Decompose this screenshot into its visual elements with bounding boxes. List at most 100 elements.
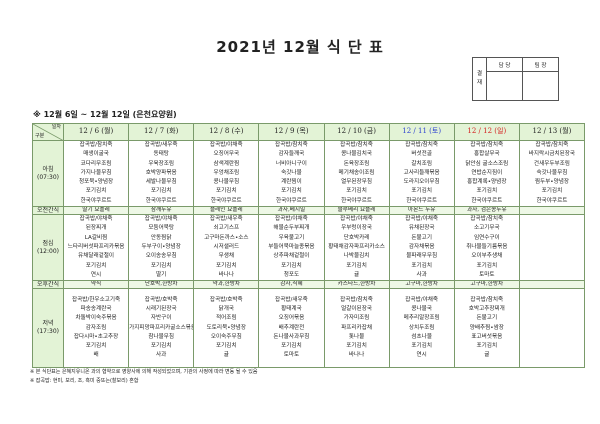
menu-item: 돈육장조림 <box>343 160 370 167</box>
menu-item: 잡곡밥/참치죽 <box>470 296 504 303</box>
menu-item: 무생채 <box>218 253 235 260</box>
menu-item: 물파래무무침 <box>406 253 438 260</box>
am_snack-label: 오전간식 <box>32 206 64 216</box>
menu-item: 잡곡밥/야채죽 <box>79 216 113 223</box>
menu-item: 나박물김치 <box>343 253 370 260</box>
menu-item: 고사리들깨볶음 <box>403 169 440 176</box>
menu-item: 쇠고기스프 <box>213 225 240 232</box>
date-header: 12 / 12 (일) <box>453 123 520 141</box>
breakfast-cell: 잡곡밥/참치죽 매생이굴국 코다리무조림 가지나물무침 청포묵•양념장 포기김치 한국야쿠르… <box>62 139 130 208</box>
menu-item: 포기김치 <box>85 262 107 269</box>
menu-item: 한국야쿠르트 <box>210 197 242 204</box>
corner-cell: 일자 구분 <box>32 123 64 141</box>
approval-box: 결 재 담 당 팀 장 <box>472 57 559 101</box>
menu-item: 돈불고기 <box>411 234 432 241</box>
menu-item: 차돌박이숙주볶음 <box>75 315 117 322</box>
approval-sign-teamlead[interactable] <box>522 71 559 101</box>
approval-col-teamlead: 팀 장 <box>522 57 559 72</box>
menu-item: 황태계국 <box>281 305 302 312</box>
lunch-cell <box>518 214 586 282</box>
menu-item: 오이송송무침 <box>145 253 177 260</box>
menu-item: 포기김치 <box>346 262 367 269</box>
menu-item: 가지나물무침 <box>80 169 112 176</box>
menu-item: 콩나물무침 <box>213 179 240 186</box>
menu-item: 상치두조림 <box>408 324 435 331</box>
pm_snack-cell <box>518 280 586 290</box>
menu-item: 배 <box>93 352 99 359</box>
menu-item: 연밥순지짐이 <box>471 169 503 176</box>
menu-item: 연시 <box>416 352 427 359</box>
date-header: 12 / 6 (월) <box>62 123 130 141</box>
menu-item: 적어조림 <box>216 315 237 322</box>
menu-item: 안동찜닭 <box>150 234 172 241</box>
menu-item: 콩나물김치국 <box>341 151 372 158</box>
diagonal-divider <box>33 124 63 140</box>
menu-item: 한국야쿠르트 <box>471 197 503 204</box>
menu-item: 메추리알장조림 <box>403 315 440 322</box>
menu-item: 포기김치 <box>216 188 237 195</box>
menu-item: 숙갓나물무침 <box>536 169 568 176</box>
dinner-cell: 잡곡밥/호박죽 시래기된장국 자반구이 가지피망파프리카굴소스볶음 참나물무침 포기김치 사… <box>128 288 195 369</box>
menu-item: 양배추찜•쌈장 <box>469 324 504 331</box>
menu-item: 홍합살무국 <box>473 151 500 158</box>
menu-item: 갈치조림 <box>411 160 432 167</box>
am_snack-cell: 블루베리 요플레 <box>323 206 390 216</box>
date-header: 12 / 10 (금) <box>323 123 390 141</box>
date-header: 12 / 11 (토) <box>388 123 455 141</box>
dinner-cell: 잡곡밥/야채죽 콩나물국 메추리알장조림 상치두조림 섬초나물 포기김치 연시 <box>388 288 455 369</box>
menu-item: 잡곡밥/참치죽 <box>470 216 504 223</box>
menu-item: 귤 <box>223 352 229 359</box>
footnotes: ※ 본 식단표는 은혜지유니온 과의 협약으로 영양사에 의해 작성되었으며, … <box>30 368 257 385</box>
menu-item: 포기김치 <box>281 188 302 195</box>
dinner-cell: 잡곡밥/참치죽 얼갈이된장국 가자미조림 파프리카잡채 톳나물 포기김치 바나나 <box>323 288 390 369</box>
menu-item: 고구마돈까스•소스 <box>204 234 249 241</box>
menu-item: 두부구이•양념장 <box>141 243 181 250</box>
am_snack-cell: 참깨두유 <box>128 206 195 216</box>
menu-item: 시저샐러드 <box>213 243 240 250</box>
menu-item: 참나물무침 <box>148 333 175 340</box>
menu-item: 단호박카레 <box>343 234 370 241</box>
menu-item: 잡곡밥/새우죽 <box>275 296 308 303</box>
menu-item: 포기김치 <box>476 343 498 350</box>
page-title: 2021년 12월 식 단 표 <box>216 38 384 56</box>
lunch-cell: 잡곡밥/야채죽 해물순두부찌개 우육불고기 부들어묵마늘종볶음 상추파채겉절이 포기김치 청… <box>258 214 325 282</box>
menu-item: 한국야쿠르트 <box>536 197 568 204</box>
menu-table: 일자 구분 12 / 6 (월) 12 / 7 (화) 12 / 8 (수) 12 / 9… <box>32 123 586 369</box>
menu-item: 포기김치 <box>476 188 498 195</box>
menu-item: 감자채볶음 <box>408 243 435 250</box>
lunch-label: 점심 (12:00) <box>32 214 64 282</box>
breakfast-cell: 잡곡밥/참치죽 홍합살무국 닭안심 굴소스조림 연밥순지짐이 홍합계록•양념장 포기김치 한… <box>453 139 520 208</box>
breakfast-cell: 잡곡밥/참치죽 버섯전골 갈치조림 고사리들깨볶음 도라지오이무침 포기김치 한국야쿠르트 <box>388 139 455 208</box>
pm_snack-cell: 약과,한방차 <box>193 280 260 290</box>
menu-item: 잡곡밥/참치죽 <box>535 142 569 148</box>
lunch-label-line: (12:00) <box>37 247 59 255</box>
am_snack-cell: 플레인 요플레 <box>193 206 260 216</box>
menu-item: 포기김치 <box>150 343 172 350</box>
pm_snack-cell: 약식 <box>62 280 130 290</box>
menu-item: 가자미조림 <box>343 315 370 322</box>
breakfast-cell: 잡곡밥/참치죽 바지락시금치된장국 건새우두부조림 숙갓나물무침 찜두부•양념장 포기김치… <box>518 139 586 208</box>
menu-item: 열무된장무침 <box>341 179 372 186</box>
menu-item: 포기김치 <box>411 262 432 269</box>
dinner-cell: 잡곡밥/호박죽 닭개국 적어조림 도토리묵•양념장 오이숙주무침 포기김치 귤 <box>193 288 260 369</box>
menu-item: 사과 <box>416 271 427 278</box>
menu-item: 우엉채조림 <box>213 169 240 176</box>
menu-item: 바지락시금치된장국 <box>528 151 576 158</box>
menu-item: 도토리묵•양념장 <box>206 324 246 331</box>
menu-item: 연시 <box>90 271 102 278</box>
menu-item: 상추파채겉절이 <box>273 253 310 260</box>
approval-col-manager: 담 당 <box>486 57 523 72</box>
menu-item: 한국야쿠르트 <box>80 197 112 204</box>
approval-sign-manager[interactable] <box>486 71 523 101</box>
menu-item: 한국야쿠르트 <box>275 197 307 204</box>
menu-item: 포기김치 <box>216 262 237 269</box>
breakfast-label: 아침 (07:30) <box>32 139 64 208</box>
lunch-cell: 잡곡밥/야채죽 유채된장국 돈불고기 감자채볶음 물파래무무침 포기김치 사과 <box>388 214 455 282</box>
lunch-cell: 잡곡밥/참치죽 소고기무국 임연수구이 취나물들기름볶음 오이부추생채 포기김치 토마토 <box>453 214 520 282</box>
menu-item: 잡곡밥/야채죽 <box>209 142 243 148</box>
menu-item: 매생이굴국 <box>83 151 109 158</box>
breakfast-label-line: 아침 <box>42 165 54 173</box>
date-header: 12 / 9 (목) <box>258 123 325 141</box>
dinner-cell: 잡곡밥/한우소고기죽 파송송계란국 차돌박이숙주볶음 감자조림 잡다시마•초고추장 포기김… <box>62 288 130 369</box>
menu-item: 포기김치 <box>411 188 432 195</box>
